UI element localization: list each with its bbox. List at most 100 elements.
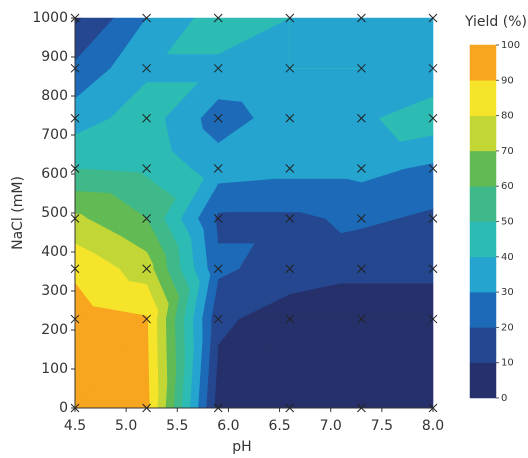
y-tick-label: 700 bbox=[41, 127, 68, 143]
sample-marker bbox=[142, 214, 151, 223]
marker-stroke bbox=[142, 214, 151, 223]
marker-stroke bbox=[213, 113, 223, 123]
marker-stroke bbox=[357, 214, 366, 223]
sample-marker bbox=[142, 113, 151, 123]
colorbar-tick-label: 30 bbox=[501, 287, 514, 298]
sample-marker bbox=[213, 164, 223, 173]
sample-marker bbox=[285, 63, 295, 73]
sample-marker bbox=[357, 214, 366, 223]
x-tick-label: 8.0 bbox=[422, 418, 444, 434]
sample-marker bbox=[357, 314, 366, 324]
y-axis-label: NaCl (mM) bbox=[10, 176, 26, 250]
sample-marker bbox=[213, 63, 223, 73]
x-axis-label: pH bbox=[232, 439, 251, 455]
sample-marker bbox=[357, 113, 366, 123]
marker-stroke bbox=[213, 13, 223, 23]
marker-stroke bbox=[285, 113, 295, 123]
sample-marker bbox=[142, 314, 151, 324]
sample-marker bbox=[142, 164, 151, 173]
contour-region bbox=[146, 82, 199, 119]
colorbar-tick-label: 80 bbox=[501, 111, 514, 122]
marker-stroke bbox=[142, 13, 151, 23]
sample-marker bbox=[285, 113, 295, 123]
colorbar-tick-label: 90 bbox=[501, 75, 514, 86]
colorbar-band bbox=[469, 291, 497, 328]
sample-marker bbox=[428, 264, 438, 274]
colorbar-tick-label: 100 bbox=[501, 40, 520, 51]
colorbar-band bbox=[469, 44, 497, 81]
marker-stroke bbox=[285, 264, 295, 274]
y-tick-label: 100 bbox=[41, 361, 68, 377]
colorbar-tick-label: 0 bbox=[501, 393, 507, 404]
marker-stroke bbox=[142, 314, 151, 324]
sample-marker bbox=[285, 314, 295, 324]
sample-marker bbox=[285, 13, 295, 23]
sample-marker bbox=[357, 63, 366, 73]
marker-stroke bbox=[357, 13, 366, 23]
y-tick-label: 500 bbox=[41, 205, 68, 221]
contour-region bbox=[166, 17, 220, 55]
marker-stroke bbox=[142, 264, 151, 274]
y-tick-label: 1000 bbox=[32, 10, 68, 26]
marker-stroke bbox=[285, 13, 295, 23]
x-tick-label: 5.0 bbox=[115, 418, 137, 434]
sample-marker bbox=[142, 63, 151, 73]
marker-stroke bbox=[428, 314, 438, 324]
colorbar-band bbox=[469, 362, 497, 399]
contour-fill bbox=[74, 17, 434, 409]
sample-marker bbox=[213, 264, 223, 274]
contour-region bbox=[165, 318, 177, 384]
marker-stroke bbox=[428, 164, 438, 173]
colorbar-band bbox=[469, 80, 497, 116]
marker-stroke bbox=[428, 13, 438, 23]
contour-region bbox=[361, 17, 434, 69]
contour-region bbox=[379, 96, 434, 119]
sample-marker bbox=[357, 13, 366, 23]
contour-region bbox=[217, 211, 291, 219]
y-tick-label: 0 bbox=[59, 400, 68, 416]
marker-stroke bbox=[285, 214, 295, 223]
sample-marker bbox=[428, 63, 438, 73]
colorbar-tick-label: 50 bbox=[501, 217, 514, 228]
marker-stroke bbox=[357, 113, 366, 123]
colorbar-band bbox=[469, 115, 497, 152]
marker-stroke bbox=[285, 63, 295, 73]
sample-marker bbox=[213, 113, 223, 123]
colorbar-band bbox=[469, 256, 497, 293]
colorbar-tick-label: 20 bbox=[501, 322, 514, 333]
sample-marker bbox=[357, 164, 366, 173]
marker-stroke bbox=[285, 164, 295, 173]
x-tick-label: 6.0 bbox=[217, 418, 239, 434]
colorbar-band bbox=[469, 327, 497, 363]
sample-marker bbox=[142, 264, 151, 274]
marker-stroke bbox=[142, 164, 151, 173]
colorbar-tick-label: 10 bbox=[501, 358, 514, 369]
y-tick-label: 400 bbox=[41, 244, 68, 260]
colorbar-tick-label: 70 bbox=[501, 146, 514, 157]
colorbar-label: Yield (%) bbox=[464, 14, 527, 30]
sample-marker bbox=[428, 164, 438, 173]
sample-marker bbox=[213, 13, 223, 23]
sample-marker bbox=[285, 264, 295, 274]
marker-stroke bbox=[213, 214, 223, 223]
y-tick-label: 600 bbox=[41, 166, 68, 182]
sample-marker bbox=[285, 164, 295, 173]
sample-marker bbox=[428, 113, 438, 123]
x-tick-label: 7.5 bbox=[371, 418, 393, 434]
marker-stroke bbox=[428, 264, 438, 274]
sample-marker bbox=[428, 214, 438, 223]
x-tick-label: 7.0 bbox=[320, 418, 342, 434]
x-tick-label: 5.5 bbox=[166, 418, 188, 434]
sample-marker bbox=[428, 314, 438, 324]
colorbar-band bbox=[469, 221, 497, 258]
marker-stroke bbox=[428, 214, 438, 223]
marker-stroke bbox=[357, 264, 366, 274]
sample-marker bbox=[213, 314, 223, 324]
contour-region bbox=[217, 243, 255, 270]
contour-region bbox=[217, 17, 290, 55]
x-tick-label: 6.5 bbox=[268, 418, 290, 434]
y-tick-label: 800 bbox=[41, 88, 68, 104]
colorbar-band bbox=[469, 185, 497, 222]
sample-marker bbox=[357, 264, 366, 274]
